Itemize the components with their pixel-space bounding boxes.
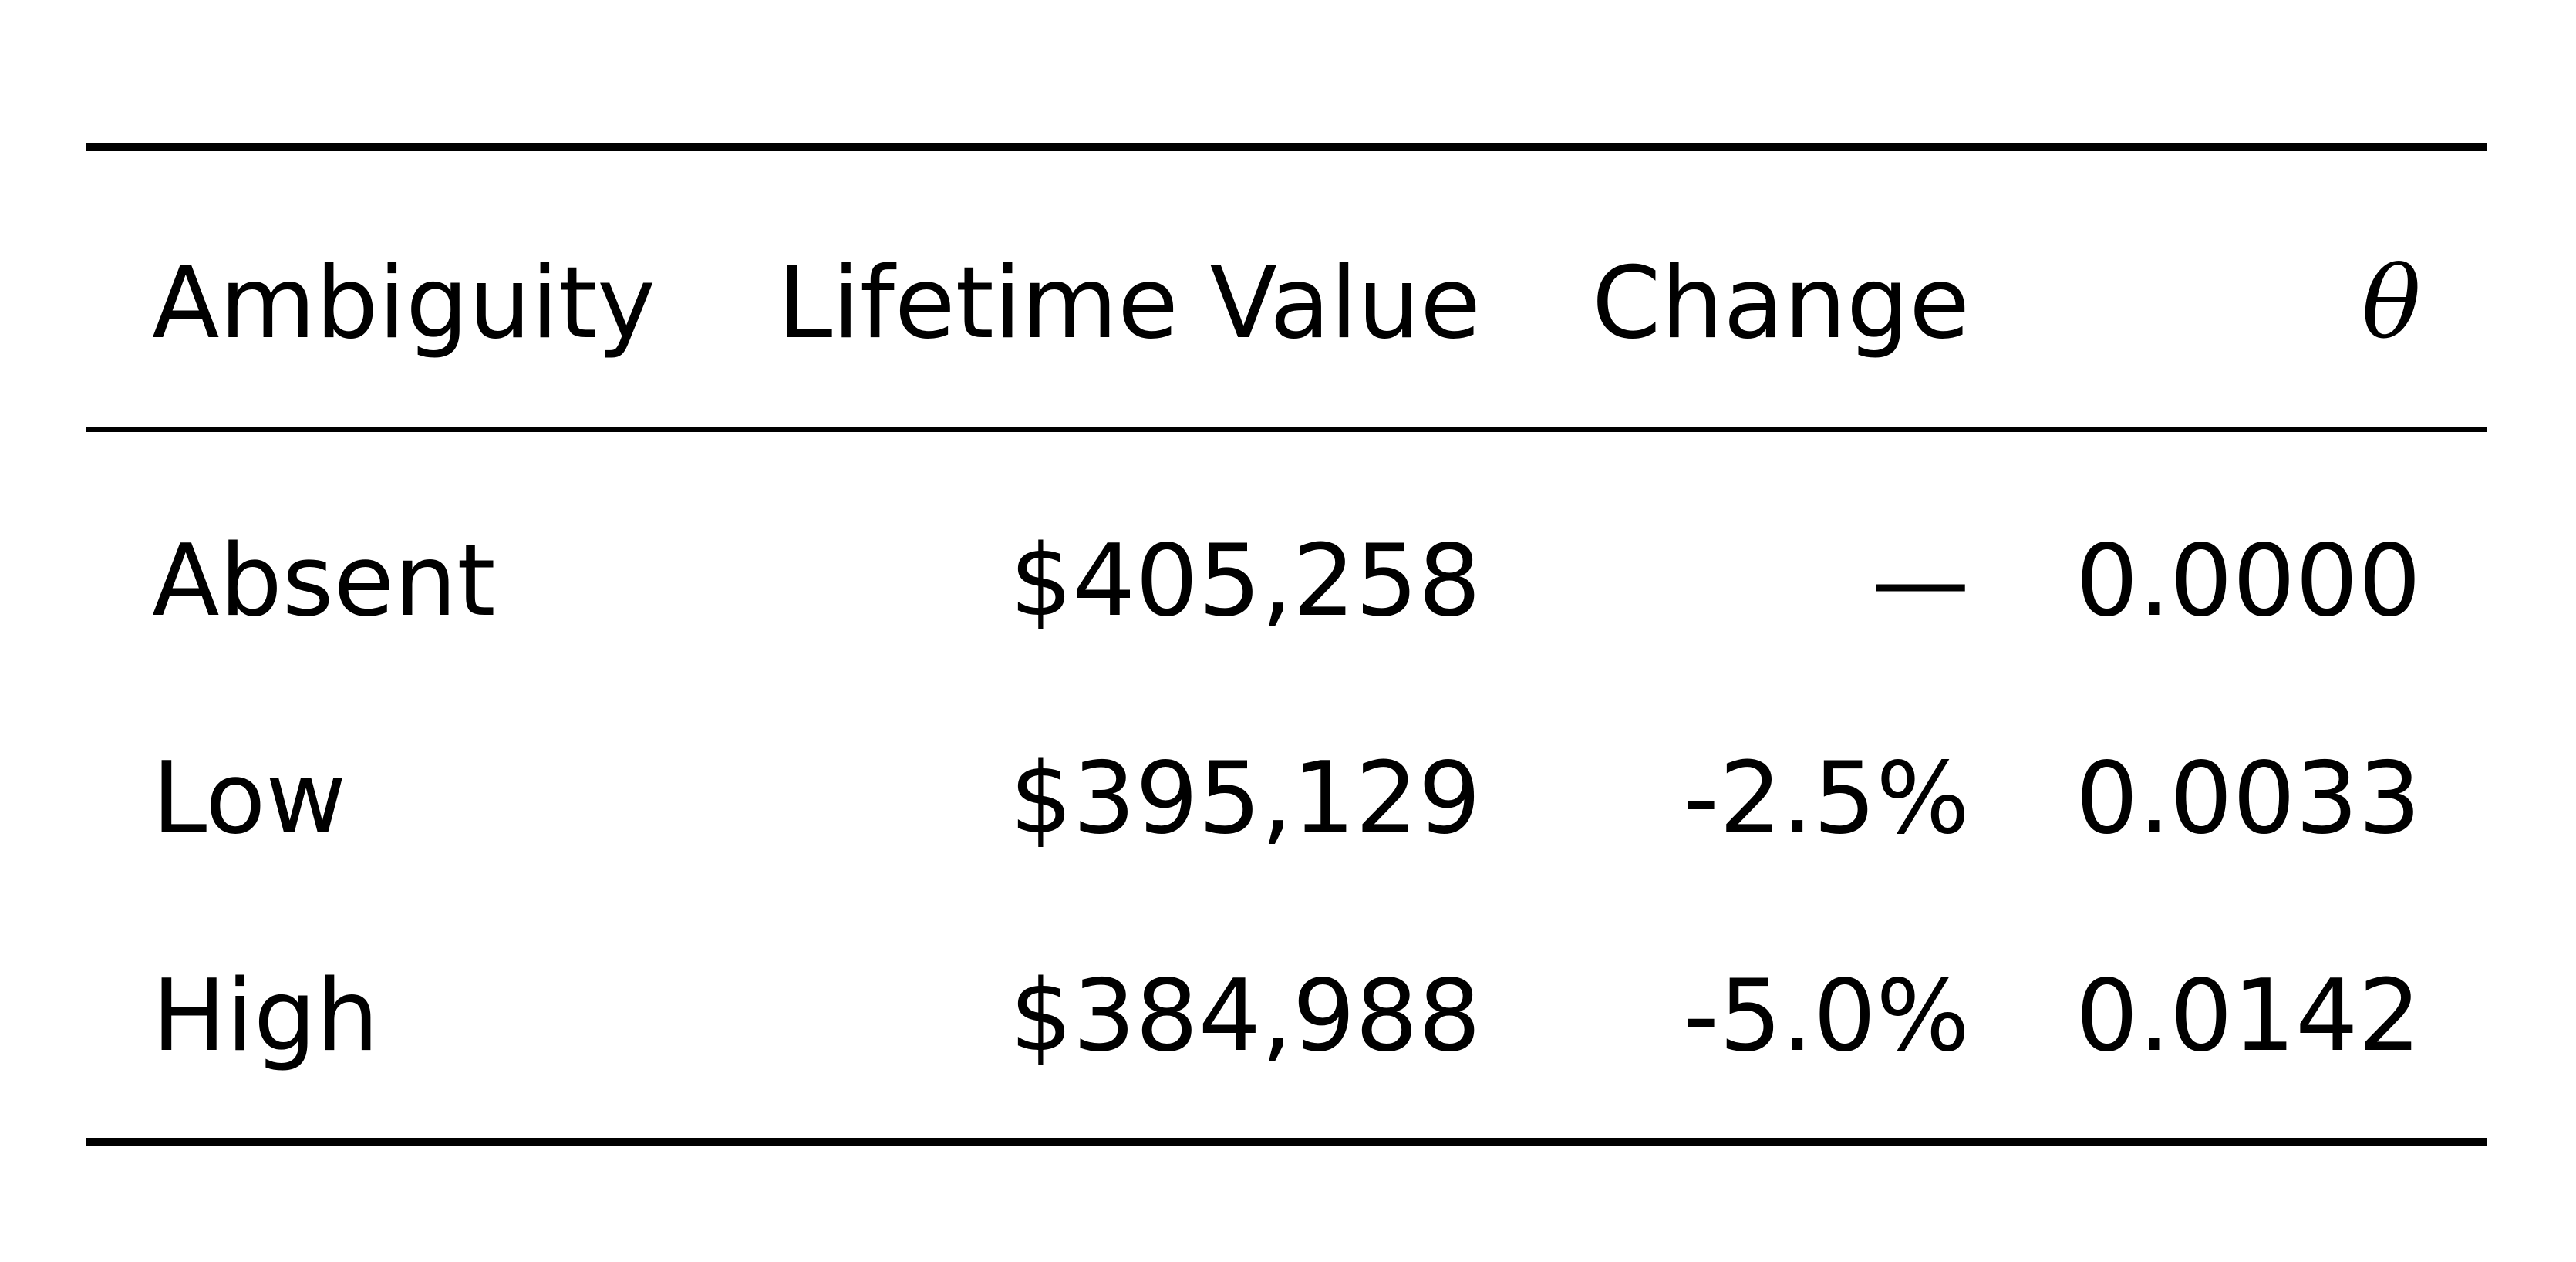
cell-lifetime-value: $384,988: [1010, 959, 1481, 1074]
cell-theta: 0.0000: [2075, 524, 2421, 639]
header-lifetime-value: Lifetime Value: [777, 246, 1481, 361]
cell-change: -5.0%: [1683, 959, 1970, 1074]
cell-theta: 0.0033: [2075, 741, 2421, 856]
cell-lifetime-value: $395,129: [1010, 741, 1481, 856]
bottom-rule: [86, 1138, 2487, 1146]
header-change: Change: [1591, 246, 1970, 361]
cell-ambiguity: Low: [152, 741, 347, 856]
header-rule: [86, 427, 2487, 432]
top-rule: [86, 143, 2487, 151]
cell-ambiguity: High: [152, 959, 379, 1074]
cell-lifetime-value: $405,258: [1010, 524, 1481, 639]
cell-change: -2.5%: [1683, 741, 1970, 856]
cell-change: —: [1871, 524, 1970, 639]
header-theta: θ: [2361, 246, 2421, 361]
cell-ambiguity: Absent: [152, 524, 496, 639]
cell-theta: 0.0142: [2075, 959, 2421, 1074]
header-ambiguity: Ambiguity: [152, 246, 656, 361]
